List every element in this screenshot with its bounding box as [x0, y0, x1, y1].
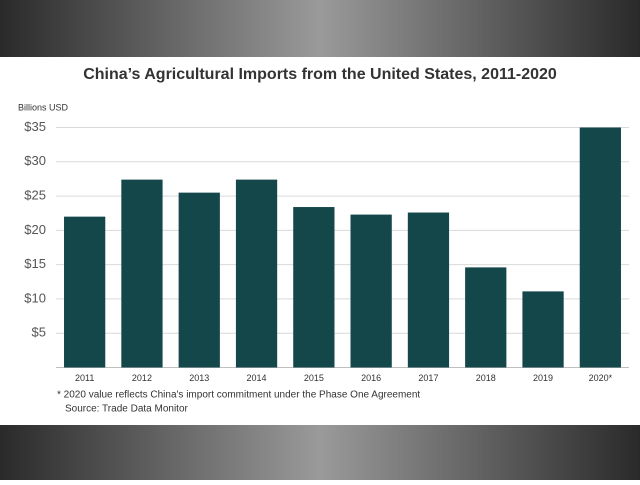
x-tick-label: 2013: [189, 373, 209, 383]
x-tick-label: 2015: [304, 373, 324, 383]
y-axis-label: Billions USD: [18, 102, 69, 112]
bar: [121, 179, 163, 368]
x-tick-label: 2017: [418, 373, 438, 383]
x-tick-label: 2016: [361, 373, 381, 383]
bar: [235, 179, 278, 368]
x-tick-label: 2018: [476, 373, 496, 383]
bar: [293, 207, 335, 368]
y-tick-label: $15: [24, 256, 46, 271]
x-tick-label: 2019: [533, 373, 553, 383]
x-tick-label: 2014: [247, 373, 267, 383]
y-tick-label: $30: [24, 153, 46, 168]
bar: [178, 192, 220, 368]
x-tick-label: 2011: [75, 373, 94, 383]
bar: [407, 212, 450, 368]
footnote: Source: Trade Data Monitor: [65, 404, 189, 415]
chart-title: China’s Agricultural Imports from the Un…: [83, 66, 557, 83]
bar: [350, 214, 392, 368]
x-tick-label: 2012: [132, 373, 152, 383]
y-tick-label: $10: [24, 290, 46, 305]
bar: [465, 267, 507, 368]
bar: [579, 127, 621, 368]
bar: [64, 216, 106, 368]
bar: [522, 291, 564, 368]
y-tick-label: $5: [32, 325, 46, 340]
y-tick-label: $20: [24, 222, 46, 237]
x-tick-label: 2020*: [589, 373, 613, 383]
footnote: * 2020 value reflects China's import com…: [57, 390, 420, 401]
y-tick-label: $25: [24, 188, 46, 203]
y-tick-label: $35: [24, 119, 46, 134]
